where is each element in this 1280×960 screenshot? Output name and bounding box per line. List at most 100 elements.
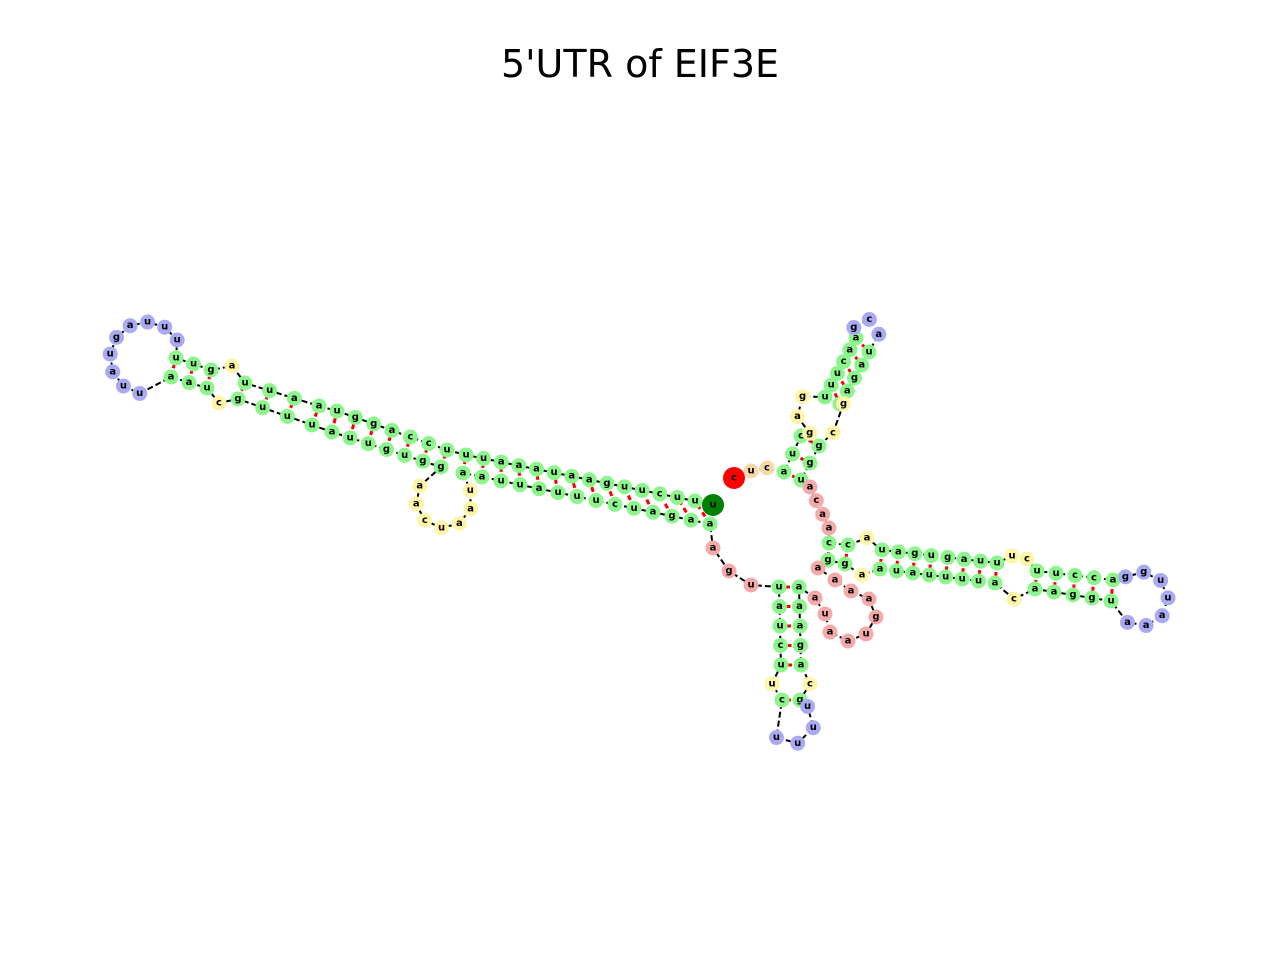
nucleotide-circle bbox=[262, 383, 278, 399]
nucleotide-label: a bbox=[1143, 620, 1150, 631]
nucleotide-label: u bbox=[1033, 566, 1040, 577]
nucleotide-label: c bbox=[866, 314, 872, 325]
nucleotide-label: c bbox=[612, 499, 618, 510]
nucleotide: a bbox=[324, 424, 340, 440]
nucleotide-label: a bbox=[498, 457, 505, 468]
nucleotide-circle bbox=[304, 417, 320, 433]
nucleotide-circle bbox=[439, 442, 455, 458]
nucleotide-label: u bbox=[480, 453, 487, 464]
nucleotide-label: u bbox=[203, 383, 210, 394]
nucleotide: a bbox=[122, 318, 138, 334]
nucleotide-circle bbox=[203, 362, 219, 378]
nucleotide: c bbox=[211, 395, 227, 411]
nucleotide-label: a bbox=[127, 320, 134, 331]
nucleotide-label: u bbox=[773, 732, 780, 743]
nucleotide: u bbox=[1029, 563, 1045, 579]
nucleotide-label: u bbox=[747, 580, 754, 591]
nucleotide-label: a bbox=[168, 372, 175, 383]
nucleotide: a bbox=[792, 599, 807, 614]
nucleotide-label: a bbox=[413, 499, 420, 510]
nucleotide-circle bbox=[1118, 569, 1134, 585]
nucleotide-circle bbox=[402, 429, 418, 445]
nucleotide: a bbox=[956, 551, 972, 567]
nucleotide: u bbox=[1153, 572, 1169, 588]
nucleotide-label: g bbox=[872, 612, 879, 623]
nucleotide: u bbox=[938, 569, 954, 585]
three-prime-end: u bbox=[702, 494, 724, 516]
nucleotide-circle bbox=[186, 356, 201, 372]
nucleotide-label: u bbox=[401, 450, 408, 461]
nucleotide-circle bbox=[102, 346, 118, 362]
nucleotides: cucaucgaguuucaagcauagaggcgguacaaccauagug… bbox=[102, 311, 1176, 751]
nucleotide-circle bbox=[1103, 593, 1119, 609]
nucleotide-label: a bbox=[812, 593, 819, 604]
nucleotide-circle bbox=[105, 364, 121, 380]
nucleotide-circle bbox=[956, 551, 972, 567]
nucleotide-label: a bbox=[864, 533, 871, 544]
nucleotide-label: a bbox=[109, 366, 116, 377]
nucleotide: g bbox=[433, 459, 449, 475]
nucleotide-label: a bbox=[895, 546, 902, 557]
nucleotide-label: u bbox=[172, 353, 179, 364]
nucleotide: u bbox=[1103, 593, 1119, 609]
nucleotide-label: g bbox=[841, 559, 848, 570]
nucleotide-label: g bbox=[437, 462, 444, 473]
nucleotide: a bbox=[854, 357, 870, 373]
nucleotide: c bbox=[836, 354, 852, 370]
nucleotide-circle bbox=[329, 403, 345, 419]
nucleotide: a bbox=[531, 481, 547, 497]
nucleotide: u bbox=[255, 400, 271, 416]
nucleotide-circle bbox=[923, 548, 939, 564]
nucleotide-label: g bbox=[419, 456, 426, 467]
nucleotide-label: a bbox=[781, 467, 788, 478]
nucleotide-label: u bbox=[1107, 596, 1114, 607]
nucleotide-label: u bbox=[977, 556, 984, 567]
nucleotide: g bbox=[868, 609, 884, 625]
nucleotide-circle bbox=[842, 342, 858, 358]
nucleotide-circle bbox=[634, 482, 650, 498]
nucleotide-label: u bbox=[120, 381, 127, 392]
nucleotide-label: a bbox=[460, 468, 467, 479]
nucleotide-circle bbox=[512, 477, 528, 493]
nucleotide: g bbox=[664, 508, 680, 524]
nucleotide-circle bbox=[163, 369, 179, 385]
nucleotide-circle bbox=[743, 463, 759, 479]
nucleotide: a bbox=[791, 579, 807, 595]
five-prime-end: c bbox=[723, 467, 745, 489]
nucleotide-label: a bbox=[776, 601, 783, 612]
nucleotide-circle bbox=[843, 583, 859, 599]
nucleotide-label: a bbox=[186, 377, 193, 388]
nucleotide: a bbox=[705, 540, 721, 556]
nucleotide-label: u bbox=[1052, 568, 1059, 579]
nucleotide-circle bbox=[1105, 572, 1121, 588]
nucleotide-circle bbox=[474, 469, 490, 485]
nucleotide-label: u bbox=[993, 558, 1000, 569]
nucleotide: a bbox=[789, 409, 805, 425]
nucleotide-circle bbox=[550, 485, 566, 501]
nucleotide-label: u bbox=[241, 378, 248, 389]
nucleotide: c bbox=[821, 535, 837, 551]
nucleotide-label: a bbox=[467, 503, 474, 514]
nucleotide-label: u bbox=[259, 402, 266, 413]
nucleotide-label: c bbox=[779, 695, 785, 706]
nucleotide-label: g bbox=[113, 332, 120, 343]
nucleotide: u bbox=[829, 365, 845, 381]
nucleotide-circle bbox=[971, 573, 987, 589]
nucleotide: a bbox=[859, 530, 875, 546]
nucleotide: u bbox=[617, 479, 633, 495]
nucleotide-label: a bbox=[586, 474, 593, 485]
nucleotide: u bbox=[168, 350, 184, 366]
nucleotide-circle bbox=[181, 375, 197, 390]
nucleotide: g bbox=[836, 396, 852, 412]
nucleotide: g bbox=[366, 416, 382, 432]
nucleotide-circle bbox=[169, 332, 185, 348]
nucleotide-label: g bbox=[1088, 593, 1095, 604]
nucleotide-label: a bbox=[826, 523, 833, 534]
nucleotide-label: g bbox=[851, 373, 858, 384]
nucleotide-circle bbox=[874, 542, 890, 558]
nucleotide-circle bbox=[790, 735, 806, 751]
nucleotide-circle bbox=[822, 624, 838, 640]
nucleotide: c bbox=[825, 425, 841, 441]
nucleotide-circle bbox=[827, 572, 843, 588]
